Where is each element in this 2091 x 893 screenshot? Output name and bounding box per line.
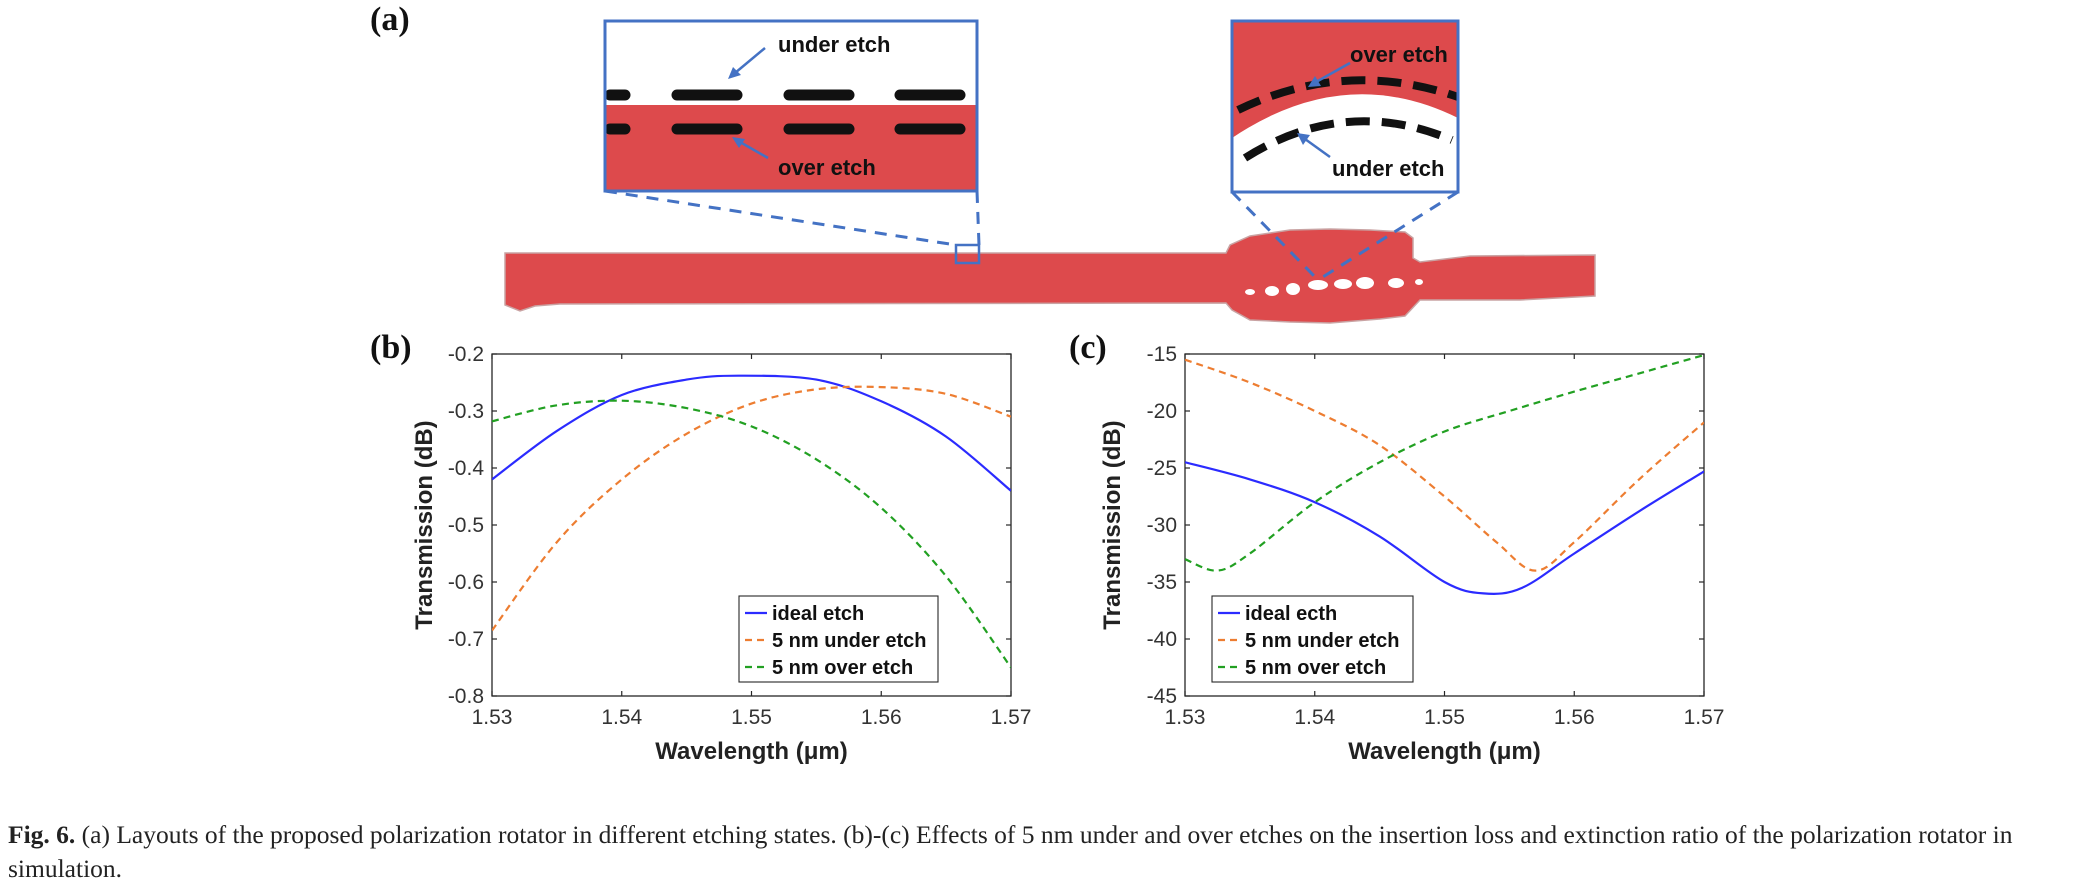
x-tick-label: 1.55 <box>1424 706 1465 729</box>
left-connector <box>975 190 981 246</box>
over-etch-arrowhead <box>1308 76 1321 87</box>
x-tick-label: 1.54 <box>601 706 642 729</box>
y-axis-title: Transmission (dB) <box>1099 420 1126 629</box>
figure-caption: Fig. 6. (a) Layouts of the proposed pola… <box>8 818 2083 886</box>
chart-c-extinction-ratio: 1.53 1.54 1.55 1.56 1.57 -15 -20 -25 -30 -35 -40 -4… <box>1099 343 1724 765</box>
over-etch-arrow <box>739 140 769 160</box>
y-tick-label: -0.3 <box>448 400 484 423</box>
over-etch-arrowhead <box>732 137 745 148</box>
under-etch-arrow <box>734 47 766 74</box>
left-connector <box>604 189 957 247</box>
series-line-5-nm-under-etch <box>1185 358 1704 572</box>
legend-label: ideal etch <box>772 603 864 625</box>
x-tick-label: 1.54 <box>1294 706 1335 729</box>
legend-label: ideal ecth <box>1245 603 1337 625</box>
y-tick-label: -30 <box>1147 514 1177 537</box>
series-line-ideal-etch <box>492 374 1011 492</box>
over-etch-label: over etch <box>778 155 876 180</box>
x-tick-label: 1.57 <box>1684 706 1725 729</box>
y-tick-label: -20 <box>1147 400 1177 423</box>
inset-right: over etch under etch <box>1230 19 1460 194</box>
y-tick-label: -0.7 <box>448 628 484 651</box>
under-etch-label: under etch <box>1332 156 1444 181</box>
left-zoom-marker <box>954 243 981 265</box>
y-tick-label: -0.4 <box>448 457 485 480</box>
legend-label: 5 nm over etch <box>772 657 913 679</box>
device-holes <box>1245 277 1423 296</box>
series-line-5-nm-over-etch <box>1185 354 1704 572</box>
y-tick-label: -35 <box>1147 571 1177 594</box>
right-connector <box>1317 190 1459 282</box>
legend-label: 5 nm under etch <box>1245 630 1399 652</box>
etch-outline-arc-lower <box>1242 117 1454 162</box>
x-tick-label: 1.53 <box>472 706 513 729</box>
x-tick-label: 1.56 <box>1554 706 1595 729</box>
y-tick-label: -0.8 <box>448 685 484 708</box>
caption-text: (a) Layouts of the proposed polarization… <box>8 820 2013 883</box>
y-tick-label: -25 <box>1147 457 1177 480</box>
x-tick-label: 1.56 <box>861 706 902 729</box>
x-tick-label: 1.55 <box>731 706 772 729</box>
y-tick-label: -15 <box>1147 343 1177 366</box>
rotator-waveguide-layout <box>504 228 1596 324</box>
under-etch-arrowhead <box>1297 133 1310 145</box>
series-line-5-nm-under-etch <box>492 385 1011 632</box>
y-tick-label: -40 <box>1147 628 1177 651</box>
inset-left: under etch over etch <box>603 19 979 193</box>
x-axis-title: Wavelength (μm) <box>1348 738 1540 765</box>
etch-outline-arc-upper <box>1236 76 1460 114</box>
x-tick-label: 1.53 <box>1165 706 1206 729</box>
x-tick-label: 1.57 <box>991 706 1032 729</box>
legend-box <box>738 595 939 683</box>
panel-b-letter: (b) <box>370 329 412 366</box>
legend-label: 5 nm under etch <box>772 630 926 652</box>
y-tick-label: -45 <box>1147 685 1177 708</box>
y-tick-label: -0.5 <box>448 514 484 537</box>
caption-label: Fig. 6. <box>8 820 76 849</box>
panel-c-letter: (c) <box>1069 329 1107 366</box>
y-axis-title: Transmission (dB) <box>411 420 438 629</box>
panel-a-letter: (a) <box>370 1 410 38</box>
over-etch-arrow <box>1315 61 1351 84</box>
y-tick-label: -0.6 <box>448 571 484 594</box>
legend-box <box>1211 595 1414 683</box>
under-etch-label: under etch <box>778 32 890 57</box>
legend-label: 5 nm over etch <box>1245 657 1386 679</box>
chart-b-insertion-loss: 1.53 1.54 1.55 1.56 1.57 -0.2 -0.3 -0.4 -0.5 -0.6… <box>411 343 1031 765</box>
series-line-ideal-ecth <box>1185 461 1704 595</box>
x-axis-title: Wavelength (μm) <box>655 738 847 765</box>
over-etch-label: over etch <box>1350 42 1448 67</box>
under-etch-arrow <box>1304 137 1331 159</box>
under-etch-arrowhead <box>728 67 741 79</box>
y-tick-label: -0.2 <box>448 343 484 366</box>
